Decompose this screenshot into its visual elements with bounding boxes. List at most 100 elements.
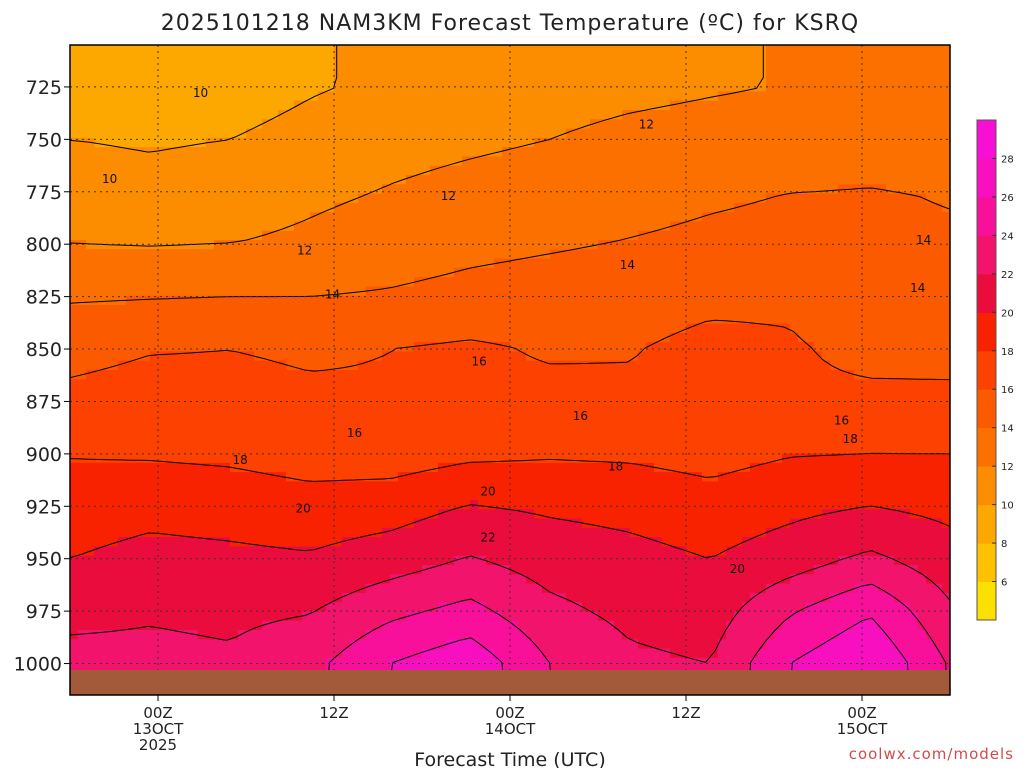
temperature-cell [534,444,543,455]
temperature-cell [438,425,447,436]
temperature-cell [846,240,855,250]
temperature-cell [886,277,895,288]
temperature-cell [390,462,399,473]
temperature-cell [942,240,950,250]
temperature-cell [854,388,863,399]
temperature-cell [94,267,103,278]
temperature-cell [478,137,487,148]
temperature-cell [830,370,839,380]
temperature-cell [670,165,679,176]
temperature-cell [462,295,471,306]
temperature-cell [270,128,279,139]
temperature-cell [414,388,423,399]
temperature-cell [662,82,671,93]
temperature-cell [566,119,575,130]
temperature-cell [734,100,743,111]
temperature-cell [382,156,391,167]
temperature-cell [734,156,743,167]
temperature-cell [718,100,727,111]
temperature-cell [294,128,303,139]
temperature-cell [318,462,327,473]
temperature-cell [238,388,247,399]
temperature-cell [598,314,607,325]
temperature-cell [190,342,199,353]
temperature-cell [606,379,615,390]
temperature-cell [462,314,471,325]
temperature-cell [574,267,583,278]
temperature-cell [262,202,271,213]
temperature-cell [262,72,271,83]
temperature-cell [158,416,167,427]
temperature-cell [110,193,119,204]
temperature-cell [766,258,775,269]
temperature-cell [294,277,303,288]
temperature-cell [342,295,351,306]
temperature-cell [822,397,831,408]
temperature-cell [254,295,263,306]
temperature-cell [838,54,847,65]
temperature-cell [598,221,607,232]
temperature-cell [374,314,383,325]
temperature-cell [710,286,719,297]
temperature-cell [702,230,711,241]
temperature-cell [190,137,199,148]
temperature-cell [614,221,623,232]
temperature-cell [486,425,495,436]
temperature-cell [550,286,559,297]
temperature-cell [126,137,135,148]
temperature-cell [798,240,807,250]
temperature-cell [766,351,775,362]
temperature-cell [126,221,135,232]
temperature-cell [702,258,711,269]
temperature-cell [790,453,799,464]
temperature-cell [214,397,223,408]
temperature-cell [286,147,295,158]
temperature-cell [158,63,167,74]
temperature-cell [350,351,359,362]
temperature-cell [814,295,823,306]
temperature-cell [734,332,743,343]
temperature-cell [878,54,887,65]
temperature-cell [726,72,735,83]
temperature-cell [366,230,375,241]
temperature-cell [710,100,719,111]
temperature-cell [670,54,679,65]
temperature-cell [830,453,839,464]
temperature-cell [390,100,399,111]
temperature-cell [150,388,159,399]
temperature-cell [270,221,279,232]
temperature-cell [142,444,151,455]
temperature-cell [198,462,207,473]
temperature-cell [910,221,919,232]
temperature-cell [342,258,351,269]
temperature-cell [638,286,647,297]
temperature-cell [646,82,655,93]
temperature-cell [526,100,535,111]
temperature-cell [230,444,239,455]
temperature-cell [318,221,327,232]
temperature-cell [350,202,359,213]
temperature-cell [262,258,271,269]
temperature-cell [518,305,527,315]
temperature-cell [654,202,663,213]
temperature-cell [222,342,231,353]
temperature-cell [406,258,415,269]
temperature-cell [166,72,175,83]
temperature-cell [350,82,359,93]
temperature-cell [822,258,831,269]
temperature-cell [742,156,751,167]
temperature-cell [782,388,791,399]
temperature-cell [846,267,855,278]
temperature-cell [134,258,143,269]
temperature-cell [870,202,879,213]
temperature-cell [270,175,279,185]
temperature-cell [518,332,527,343]
temperature-cell [854,314,863,325]
temperature-cell [278,277,287,288]
temperature-cell [598,212,607,223]
temperature-cell [454,91,463,102]
temperature-cell [430,193,439,204]
temperature-cell [870,314,879,325]
temperature-cell [374,82,383,93]
temperature-cell [142,54,151,65]
